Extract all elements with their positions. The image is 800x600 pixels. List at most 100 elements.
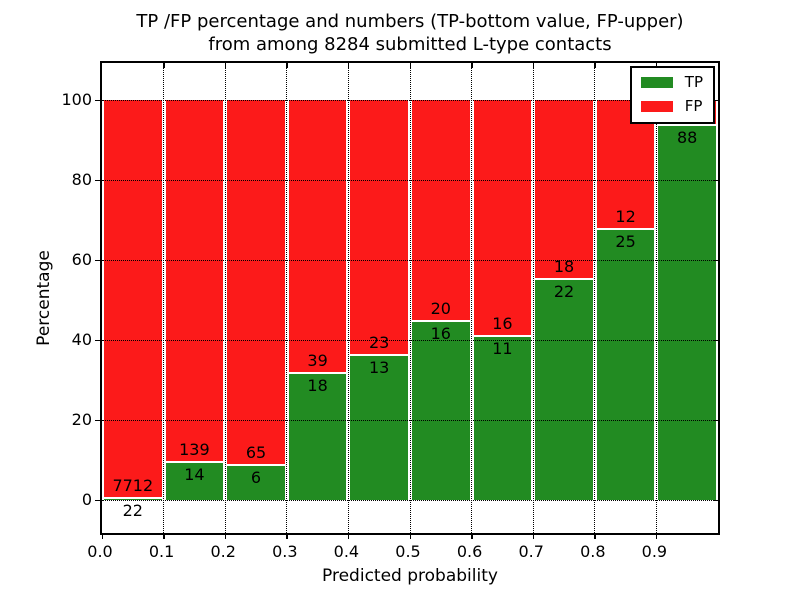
x-tick [101,533,103,539]
x-gridline [286,63,288,533]
x-tick-label: 0.9 [641,542,668,561]
x-tick-label: 0.8 [580,542,606,561]
x-tick-top [347,63,350,68]
x-tick-label: 0.6 [456,542,483,561]
chart-title-line1: TP /FP percentage and numbers (TP-bottom… [136,11,684,32]
y-tick-label: 20 [71,410,92,429]
bar-tp-segment [288,373,347,500]
x-gridline [409,63,411,533]
bar-tp-segment [227,466,285,500]
x-tick-label: 0.7 [518,542,544,561]
y-tick-label: 60 [71,250,92,269]
x-tick-top [655,63,658,68]
bar-tp-count-label: 6 [250,468,262,487]
x-tick-top [224,63,227,68]
y-tick-right [713,499,718,501]
y-gridline [102,99,718,101]
bar-fp-segment [104,100,162,497]
y-tick-label: 40 [71,330,92,349]
bar-tp-segment [596,229,655,500]
bar-tp-count-label: 18 [307,375,328,395]
y-tick-right [713,419,718,421]
x-gridline [471,63,473,533]
y-tick [95,259,102,261]
bar-fp-segment [412,100,470,321]
y-tick [95,339,102,341]
x-gridline [594,63,596,533]
x-tick-top [594,63,596,68]
y-tick-right [713,259,718,261]
x-tick-label: 0.4 [333,542,360,561]
fp-legend-swatch [640,101,673,112]
chart-title-line2: from among 8284 submitted L-type contact… [208,34,612,55]
x-tick-top [409,63,411,68]
y-gridline [102,259,718,261]
x-tick [532,533,535,539]
y-tick-right [713,179,718,181]
bar-tp-count-label: 88 [677,127,698,147]
bar-tp-count-label: 14 [184,465,205,485]
bar-tp-count-label: 16 [430,324,451,344]
x-tick-top [471,63,473,68]
x-tick [471,533,473,539]
bar-fp-count-label: 20 [430,299,451,319]
bar-tp-segment [473,337,532,500]
x-tick-label: 0.5 [395,542,421,561]
y-gridline [102,419,718,421]
x-tick [163,533,165,539]
x-tick-top [532,63,535,68]
y-tick [95,499,102,501]
legend-item-tp: TP [640,73,703,91]
y-gridline [102,339,718,341]
x-tick-top [286,63,288,68]
bar-fp-count-label: 12 [615,206,636,226]
bar-fp-segment [288,100,347,372]
bar-fp-segment [473,100,532,336]
bar-fp-segment [227,100,285,464]
bar-fp-segment [165,100,224,462]
bar-fp-count-label: 18 [553,257,575,276]
bar-fp-count-label: 39 [307,350,328,370]
fp-legend-label: FP [684,97,703,115]
y-tick [95,419,102,421]
bar-tp-segment [535,280,593,500]
y-gridline [102,499,718,501]
x-tick-label: 0.0 [87,542,113,561]
x-gridline [655,63,657,533]
x-tick [409,533,411,539]
y-tick [95,179,102,181]
bar-tp-count-label: 13 [369,357,390,377]
bar-tp-segment [412,322,470,500]
legend-item-fp: FP [640,97,703,115]
bar-tp-count-label: 22 [553,282,575,301]
legend: TP FP [629,66,715,124]
x-axis-label: Predicted probability [322,566,498,586]
bar-tp-count-label: 22 [122,500,143,520]
plot-area: 7712 22 139 14 65 6 39 18 23 13 20 16 16 11 18 22 12 25 88… [95,61,720,539]
bar-fp-count-label: 23 [369,332,390,352]
bar-tp-count-label: 25 [615,231,636,251]
x-tick [594,533,596,539]
bar-fp-count-label: 139 [179,440,210,460]
x-gridline [347,63,349,533]
bar-tp-segment [350,355,408,500]
bar-fp-segment [535,100,593,278]
y-tick-label: 0 [81,490,92,509]
y-tick [95,99,102,101]
x-tick [224,533,227,539]
chart-title: TP /FP percentage and numbers (TP-bottom… [100,10,720,56]
bar-tp-count-label: 11 [492,339,513,359]
x-gridline [163,63,165,533]
y-tick-right [713,99,718,101]
tp-legend-label: TP [684,73,703,91]
y-tick-label: 80 [71,170,92,189]
bar-fp-segment [350,100,408,354]
x-gridline [532,63,534,533]
x-tick [347,533,350,539]
y-gridline [102,179,718,181]
bar-fp-count-label: 7712 [112,475,154,495]
x-tick-label: 0.1 [148,542,175,561]
x-tick-label: 0.3 [272,542,298,561]
tp-legend-swatch [640,77,673,88]
